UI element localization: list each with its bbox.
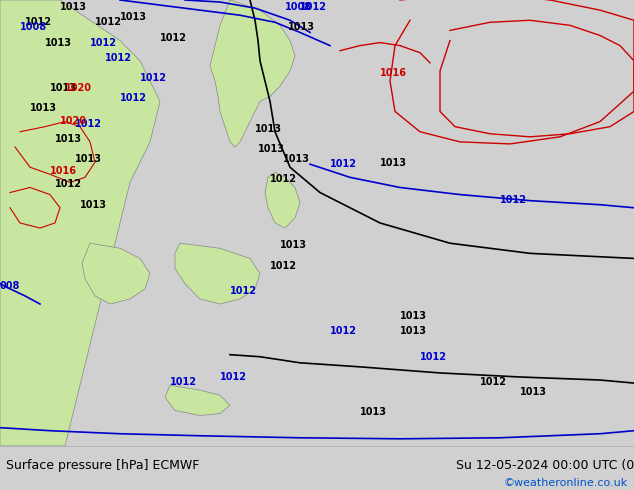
- Text: 1013: 1013: [75, 154, 102, 164]
- Text: 1012: 1012: [420, 352, 447, 362]
- Text: 1008: 1008: [285, 2, 312, 12]
- Text: 1013: 1013: [520, 387, 547, 397]
- Text: 1012: 1012: [230, 286, 257, 296]
- Text: 1013: 1013: [55, 134, 82, 144]
- Polygon shape: [175, 243, 260, 304]
- Text: 1012: 1012: [25, 17, 52, 27]
- Text: 1012: 1012: [105, 53, 132, 63]
- Text: 1013: 1013: [255, 124, 282, 134]
- Text: 1012: 1012: [330, 159, 357, 169]
- Text: 1013: 1013: [50, 83, 77, 93]
- Polygon shape: [0, 0, 160, 446]
- Text: 1012: 1012: [170, 377, 197, 387]
- Text: 1012: 1012: [160, 32, 187, 43]
- Text: 1013: 1013: [80, 200, 107, 210]
- Text: 1013: 1013: [280, 240, 307, 250]
- Text: 1020: 1020: [60, 116, 87, 125]
- Text: 1020: 1020: [65, 83, 92, 93]
- Polygon shape: [265, 172, 300, 228]
- Text: 1012: 1012: [220, 372, 247, 382]
- Text: 1012: 1012: [90, 38, 117, 48]
- Text: 1013: 1013: [360, 408, 387, 417]
- Text: 1013: 1013: [400, 311, 427, 321]
- Text: 1012: 1012: [330, 326, 357, 337]
- Text: 1012: 1012: [55, 179, 82, 190]
- Text: 1013: 1013: [45, 38, 72, 48]
- Text: 1012: 1012: [300, 2, 327, 12]
- Text: 1012: 1012: [75, 119, 102, 129]
- Text: 008: 008: [0, 281, 20, 291]
- Text: 1012: 1012: [140, 73, 167, 83]
- Polygon shape: [82, 243, 150, 304]
- Text: Surface pressure [hPa] ECMWF: Surface pressure [hPa] ECMWF: [6, 459, 200, 472]
- Text: 1013: 1013: [120, 12, 147, 22]
- Text: 1012: 1012: [120, 93, 147, 103]
- Text: 1012: 1012: [480, 377, 507, 387]
- Text: 1012: 1012: [270, 261, 297, 270]
- Text: 1012: 1012: [270, 174, 297, 184]
- Text: 1013: 1013: [258, 144, 285, 154]
- Text: 1013: 1013: [60, 2, 87, 12]
- Text: 1012: 1012: [95, 17, 122, 27]
- Text: 1013: 1013: [400, 326, 427, 337]
- Text: 1013: 1013: [30, 103, 57, 114]
- Text: Su 12-05-2024 00:00 UTC (00+240): Su 12-05-2024 00:00 UTC (00+240): [456, 459, 634, 472]
- Text: 1013: 1013: [288, 23, 315, 32]
- Text: 1013: 1013: [283, 154, 310, 164]
- Text: 1016: 1016: [380, 68, 407, 78]
- Text: 1008: 1008: [20, 23, 47, 32]
- Polygon shape: [210, 0, 295, 147]
- Text: 1012: 1012: [500, 195, 527, 205]
- Text: 1016: 1016: [50, 166, 77, 176]
- Text: 1013: 1013: [380, 158, 407, 168]
- Text: ©weatheronline.co.uk: ©weatheronline.co.uk: [503, 478, 628, 488]
- Polygon shape: [165, 385, 230, 416]
